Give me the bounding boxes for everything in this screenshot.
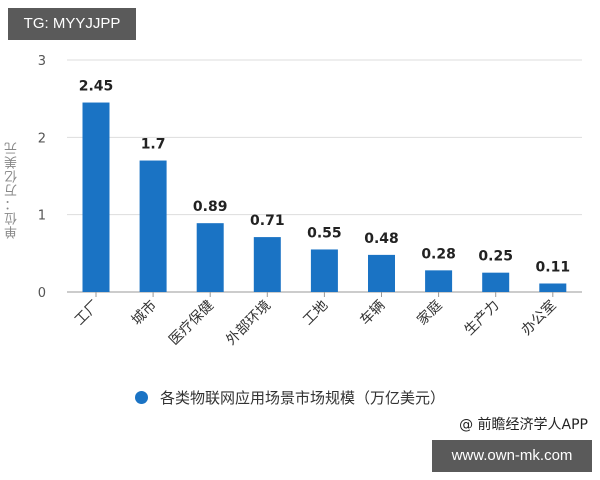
bar [139, 160, 167, 292]
bar-value-label: 0.11 [536, 259, 571, 275]
legend-label: 各类物联网应用场景市场规模（万亿美元） [160, 388, 446, 407]
bar-value-label: 2.45 [79, 79, 114, 95]
bar-value-label: 0.71 [250, 213, 285, 229]
bar-value-label: 0.55 [307, 225, 342, 241]
bar [196, 223, 224, 292]
url-badge: www.own-mk.com [432, 440, 592, 472]
y-axis-label: 单位：万亿美元 [5, 141, 20, 239]
bar [253, 237, 281, 292]
y-tick-label: 3 [38, 54, 46, 69]
bar [82, 102, 110, 293]
y-tick-label: 2 [38, 131, 46, 146]
bar [539, 283, 567, 292]
x-tick-label: 家庭 [414, 297, 446, 329]
source-credit: @ 前瞻经济学人APP [459, 417, 588, 433]
bar-value-label: 0.25 [478, 249, 513, 265]
x-tick-label: 外部环境 [223, 298, 274, 349]
legend: 各类物联网应用场景市场规模（万亿美元） [135, 385, 445, 409]
x-tick-label: 城市 [128, 297, 160, 329]
y-tick-label: 0 [38, 286, 46, 301]
y-tick-label: 1 [38, 209, 46, 224]
bar-value-label: 0.89 [193, 199, 228, 215]
legend-marker-icon [135, 390, 148, 404]
x-tick-label: 工厂 [72, 298, 103, 329]
bar-value-label: 0.48 [364, 231, 399, 247]
bar [368, 254, 395, 292]
x-tick-label: 医疗保健 [166, 298, 217, 349]
bar [310, 249, 338, 292]
x-tick-label: 车辆 [357, 297, 389, 329]
bar-value-label: 1.7 [141, 137, 166, 153]
bar [482, 272, 510, 292]
x-tick-label: 工地 [300, 298, 331, 329]
tg-badge: TG: MYYJJPP [8, 8, 136, 40]
x-tick-label: 生产力 [462, 298, 503, 339]
bar [425, 270, 453, 292]
bar-value-label: 0.28 [421, 246, 456, 262]
x-tick-label: 办公室 [518, 297, 560, 339]
